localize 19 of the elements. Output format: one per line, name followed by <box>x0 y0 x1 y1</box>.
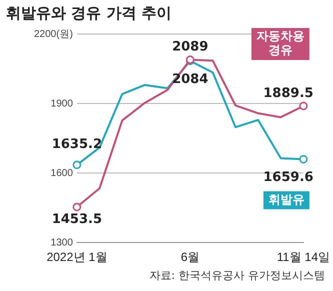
y-tick-label: 1300 <box>50 237 74 248</box>
point <box>72 160 82 170</box>
text: 자동차용 경유 <box>256 29 304 58</box>
data-label: 2089 <box>172 40 208 55</box>
text: 휘발유 <box>268 192 304 206</box>
point <box>299 102 308 110</box>
point <box>299 155 308 164</box>
y-tick-label: 2200(원) <box>34 28 73 40</box>
chart-title: 휘발유와 경유 가격 추이 <box>6 4 172 23</box>
x-tick-label: 2022년 1월 <box>46 250 108 264</box>
x-tick-label: 11월 14일 <box>276 250 330 264</box>
text: 자료: 한국석유공사 유가정보시스템 <box>149 268 325 283</box>
data-label: 1889.5 <box>263 86 314 101</box>
data-label: 1659.6 <box>263 170 314 186</box>
y-tick-label: 1600 <box>50 168 74 179</box>
y-tick-label: 1900 <box>50 98 74 110</box>
point <box>72 202 82 212</box>
data-label: 1453.5 <box>52 212 102 227</box>
x-tick-label: 6월 <box>180 250 200 264</box>
